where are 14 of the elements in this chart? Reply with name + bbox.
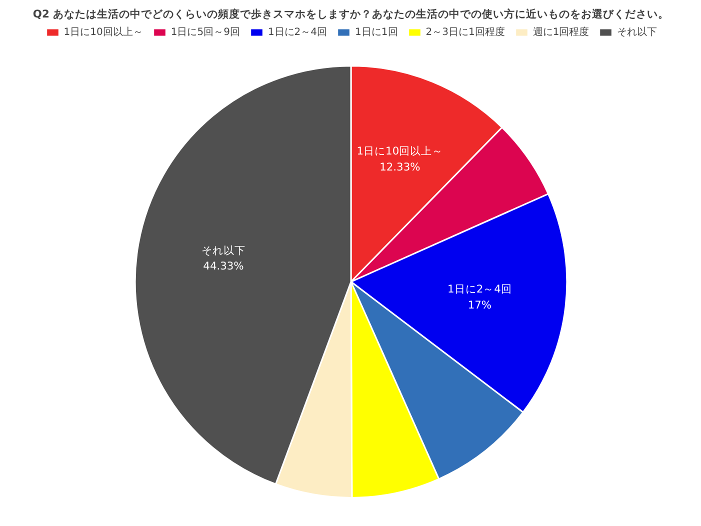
legend-label: 1日に10回以上～ [64,26,143,39]
legend-label: 1日に1回 [355,26,398,39]
legend-label: 2～3日に1回程度 [426,26,505,39]
slice-label: 1日に2～4回 [448,282,512,296]
legend-label: 週に1回程度 [532,26,590,39]
legend-label: 1日に2～4回 [268,26,328,39]
data-label: 44.33% [203,260,244,273]
data-label: 17% [468,298,492,312]
legend-label: 1日に5回～9回 [170,26,240,39]
data-label: 12.33% [380,160,420,174]
legend-label: それ以下 [617,26,658,39]
chart-title: Q2 あなたは生活の中でどのくらいの頻度で歩きスマホをしますか？あなたの生活の中での使い方に近いものをお選びください。 [32,8,670,20]
slice-label: 1日に10回以上～ [356,144,444,158]
slice-label: それ以下 [201,244,246,257]
